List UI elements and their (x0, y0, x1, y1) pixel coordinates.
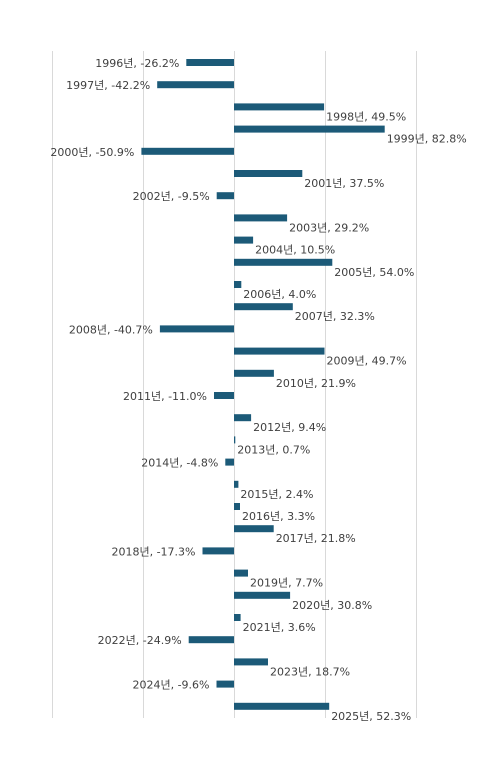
bars (141, 59, 385, 710)
data-label-1998년: 1998년, 49.5% (326, 110, 406, 123)
data-label-2024년: 2024년, -9.6% (132, 679, 209, 692)
data-label-2021년: 2021년, 3.6% (243, 621, 316, 634)
data-label-2016년: 2016년, 3.3% (242, 510, 315, 523)
data-label-2013년: 2013년, 0.7% (237, 443, 310, 456)
data-label-2009년: 2009년, 49.7% (327, 355, 407, 368)
bar-2000년 (141, 147, 234, 155)
bar-2004년 (234, 236, 254, 244)
data-label-2020년: 2020년, 30.8% (292, 599, 372, 612)
data-label-2015년: 2015년, 2.4% (240, 488, 313, 501)
bar-1996년 (186, 59, 234, 66)
bar-2022년 (188, 636, 234, 644)
data-label-2008년: 2008년, -40.7% (69, 323, 153, 336)
bar-2001년 (234, 170, 303, 177)
bar-2009년 (234, 347, 325, 355)
bar-2019년 (234, 569, 248, 577)
bar-2025년 (234, 702, 330, 710)
data-label-2023년: 2023년, 18.7% (270, 665, 350, 678)
bar-2023년 (234, 658, 268, 666)
data-label-2017년: 2017년, 21.8% (276, 532, 356, 545)
bar-1997년 (157, 81, 234, 89)
data-label-2022년: 2022년, -24.9% (98, 634, 182, 647)
bar-2012년 (234, 414, 252, 422)
data-label-2006년: 2006년, 4.0% (243, 288, 316, 301)
data-label-2011년: 2011년, -11.0% (123, 390, 207, 403)
data-label-2007년: 2007년, 32.3% (295, 310, 375, 323)
data-label-2002년: 2002년, -9.5% (133, 190, 210, 203)
gridlines (52, 51, 417, 718)
bar-2007년 (234, 303, 293, 311)
data-label-2001년: 2001년, 37.5% (304, 177, 384, 190)
data-label-1997년: 1997년, -42.2% (66, 79, 150, 92)
bar-2021년 (234, 614, 241, 621)
bar-2020년 (234, 591, 291, 599)
bar-2002년 (216, 192, 234, 200)
data-label-2018년: 2018년, -17.3% (111, 545, 195, 558)
data-label-2019년: 2019년, 7.7% (250, 577, 323, 590)
bar-2003년 (234, 214, 288, 222)
bar-2017년 (234, 525, 274, 533)
data-label-1999년: 1999년, 82.8% (387, 133, 467, 146)
bar-2013년 (234, 436, 236, 444)
data-label-2012년: 2012년, 9.4% (253, 421, 326, 434)
data-label-2000년: 2000년, -50.9% (50, 146, 134, 159)
bar-2011년 (214, 392, 234, 399)
data-label-1996년: 1996년, -26.2% (95, 57, 179, 70)
data-label-2025년: 2025년, 52.3% (331, 710, 411, 723)
bar-2018년 (202, 547, 234, 555)
bar-2008년 (159, 325, 234, 333)
bar-2014년 (225, 458, 234, 466)
data-label-2014년: 2014년, -4.8% (141, 457, 218, 470)
data-label-2003년: 2003년, 29.2% (289, 221, 369, 234)
data-label-2010년: 2010년, 21.9% (276, 377, 356, 390)
bar-1998년 (234, 103, 325, 111)
bar-2005년 (234, 258, 333, 266)
data-labels: 1996년, -26.2% 1997년, -42.2% 1998년, 49.5% 19… (50, 57, 466, 723)
data-label-2005년: 2005년, 54.0% (334, 266, 414, 279)
bar-1999년 (234, 125, 385, 133)
bar-2016년 (234, 503, 240, 510)
data-label-2004년: 2004년, 10.5% (255, 244, 335, 257)
bar-2015년 (234, 480, 239, 488)
bar-2010년 (234, 369, 274, 377)
bar-2024년 (216, 680, 234, 688)
bar-2006년 (234, 281, 242, 288)
